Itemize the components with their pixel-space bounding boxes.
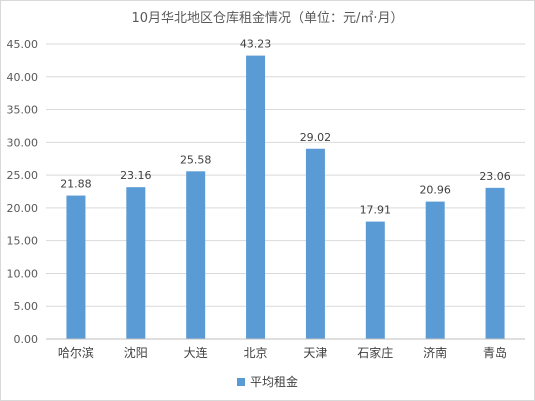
bar <box>485 187 505 339</box>
bar <box>246 55 266 339</box>
y-tick-label: 30.00 <box>7 136 39 149</box>
x-tick-label: 北京 <box>244 346 268 360</box>
data-label: 17.91 <box>360 204 392 217</box>
data-label: 23.06 <box>479 170 511 183</box>
legend-label: 平均租金 <box>249 375 298 389</box>
y-tick-label: 35.00 <box>7 104 39 117</box>
data-label: 29.02 <box>300 131 332 144</box>
bar <box>365 221 385 339</box>
legend-swatch <box>236 378 245 386</box>
y-tick-label: 20.00 <box>7 202 39 215</box>
x-tick-label: 大连 <box>184 345 208 360</box>
data-label: 21.88 <box>60 178 92 191</box>
x-tick-label: 沈阳 <box>124 345 148 360</box>
x-tick-label: 天津 <box>303 346 327 360</box>
bar <box>126 187 146 339</box>
data-label: 20.96 <box>419 184 451 197</box>
y-tick-label: 45.00 <box>7 38 39 51</box>
bar <box>305 148 325 339</box>
bar <box>186 171 206 339</box>
x-tick-label: 青岛 <box>483 345 507 360</box>
y-tick-label: 5.00 <box>14 300 39 313</box>
bar <box>425 201 445 339</box>
chart-legend: 平均租金 <box>0 373 535 390</box>
y-tick-label: 0.00 <box>14 333 39 346</box>
x-tick-label: 石家庄 <box>357 345 393 360</box>
y-tick-label: 40.00 <box>7 71 39 84</box>
x-tick-label: 济南 <box>423 345 447 360</box>
y-tick-label: 10.00 <box>7 267 39 280</box>
data-label: 25.58 <box>180 153 212 166</box>
chart-title: 10月华北地区仓库租金情况（单位：元/㎡·月） <box>131 11 404 26</box>
data-label: 23.16 <box>120 169 152 182</box>
x-tick-label: 哈尔滨 <box>58 345 94 360</box>
data-label: 43.23 <box>240 38 272 51</box>
y-tick-label: 15.00 <box>7 235 39 248</box>
y-tick-label: 25.00 <box>7 169 39 182</box>
bar <box>66 195 86 339</box>
